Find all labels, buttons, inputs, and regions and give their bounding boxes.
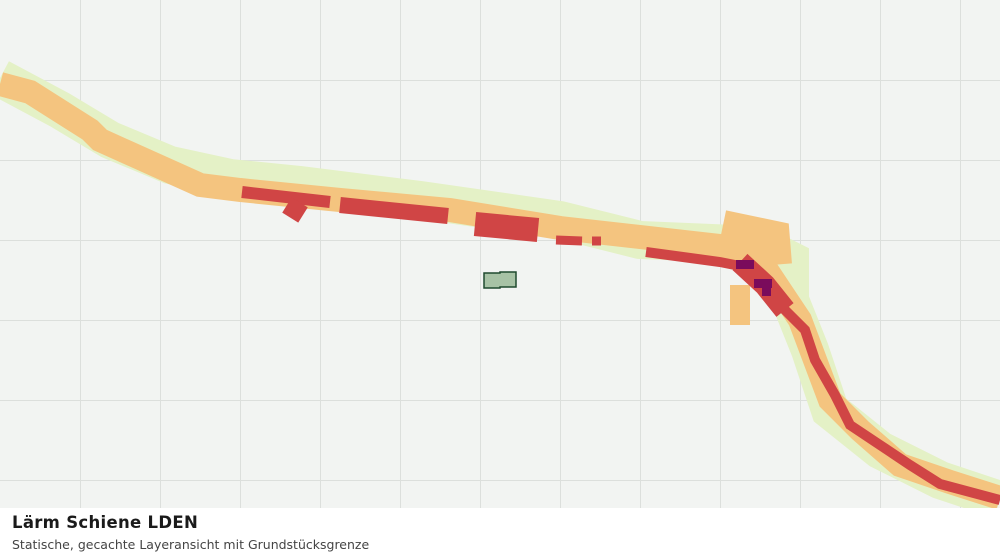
noise-zone-medium <box>717 210 792 267</box>
layer-subtitle: Statische, gecachte Layeransicht mit Gru… <box>12 537 370 552</box>
layer-title: Lärm Schiene LDEN <box>12 513 199 532</box>
noise-zone-very-high <box>736 260 754 269</box>
map-caption: Lärm Schiene LDEN Statische, gecachte La… <box>0 508 1000 560</box>
noise-zone-high <box>555 235 583 246</box>
noise-zone-high <box>241 186 331 208</box>
noise-zone-high <box>339 197 449 224</box>
noise-zone-very-high <box>754 279 772 288</box>
noise-zone-very-high <box>762 288 771 296</box>
noise-zone-high <box>282 197 308 223</box>
map-view <box>0 0 1000 508</box>
parcel-boundary[interactable] <box>483 271 517 289</box>
noise-zone-high <box>473 212 540 242</box>
